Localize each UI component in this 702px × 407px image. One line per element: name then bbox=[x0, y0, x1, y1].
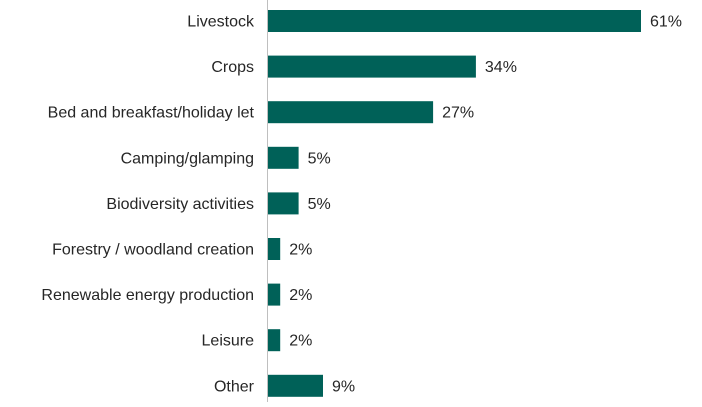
bar-3 bbox=[268, 146, 299, 169]
value-label-8: 9% bbox=[332, 378, 355, 395]
value-label-3: 5% bbox=[308, 150, 331, 167]
category-label-0: Livestock bbox=[187, 14, 255, 31]
category-label-2: Bed and breakfast/holiday let bbox=[48, 105, 255, 122]
value-label-1: 34% bbox=[485, 59, 517, 76]
bar-5 bbox=[268, 238, 281, 260]
category-label-6: Renewable energy production bbox=[41, 287, 254, 304]
value-label-4: 5% bbox=[308, 196, 331, 213]
category-label-4: Biodiversity activities bbox=[106, 196, 254, 213]
category-label-1: Crops bbox=[211, 59, 254, 76]
bar-1 bbox=[268, 55, 476, 78]
bar-0 bbox=[268, 10, 641, 32]
category-labels: Livestock Crops Bed and breakfast/holiday … bbox=[41, 14, 255, 396]
category-label-3: Camping/glamping bbox=[121, 150, 254, 167]
value-label-2: 27% bbox=[442, 105, 474, 122]
bar-8 bbox=[268, 374, 323, 397]
bars-layer bbox=[268, 10, 641, 397]
category-label-7: Leisure bbox=[202, 333, 255, 350]
bar-6 bbox=[268, 283, 281, 306]
bar-4 bbox=[268, 192, 299, 215]
value-label-0: 61% bbox=[650, 14, 682, 31]
value-label-5: 2% bbox=[289, 242, 312, 259]
category-label-8: Other bbox=[214, 378, 255, 395]
value-label-6: 2% bbox=[289, 287, 312, 304]
bar-2 bbox=[268, 101, 434, 124]
category-label-5: Forestry / woodland creation bbox=[52, 242, 254, 259]
bar-7 bbox=[268, 329, 281, 352]
value-labels: 61% 34% 27% 5% 5% 2% 2% 2% 9% bbox=[289, 14, 682, 396]
value-label-7: 2% bbox=[289, 333, 312, 350]
